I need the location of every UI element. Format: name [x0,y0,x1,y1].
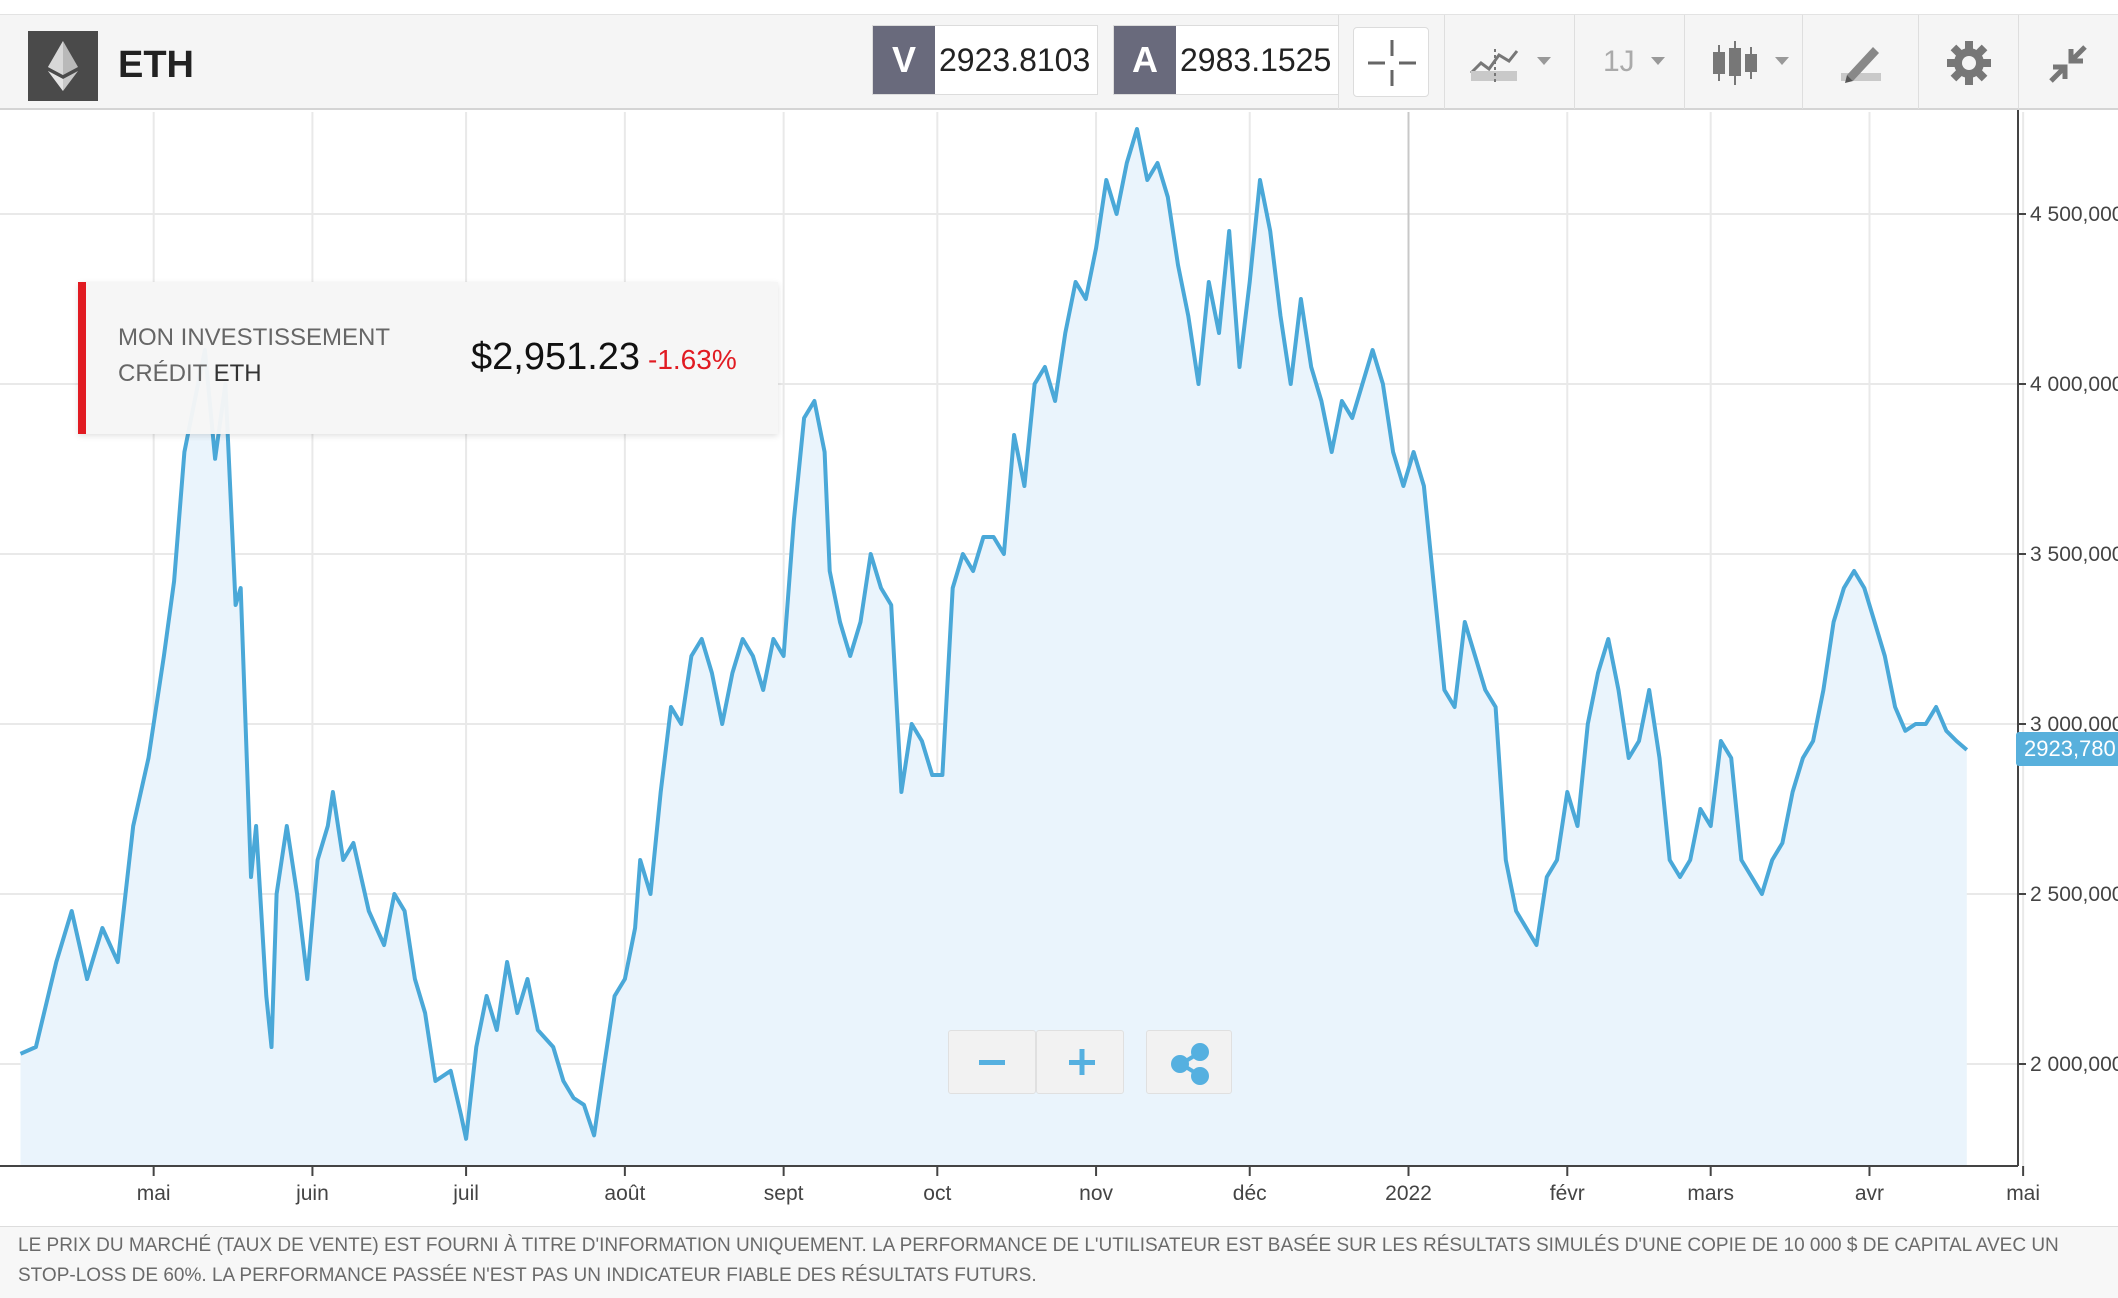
sell-letter: V [873,26,935,94]
y-tick-label: 3 500,000 [2030,543,2118,566]
minus-icon [979,1060,1005,1065]
chevron-down-icon [1775,57,1789,65]
x-tick-label: déc [1233,1182,1267,1205]
x-tick-label: mars [1687,1182,1734,1205]
investment-symbol: ETH [213,360,262,387]
x-tick-label: juin [295,1182,329,1205]
x-tick-label: 2022 [1385,1182,1432,1205]
candlestick-icon [1713,41,1757,85]
line-chart-icon [1469,49,1519,83]
y-tick-label: 2 000,000 [2030,1053,2118,1076]
x-tick-label: août [604,1182,645,1205]
investment-change: -1.63% [648,344,737,375]
y-tick-label: 3 000,000 [2030,713,2118,736]
ethereum-logo-icon [28,31,98,101]
price-line [19,127,1969,1141]
sell-price-button[interactable]: V 2923.8103 [872,25,1098,95]
plus-icon [1069,1049,1095,1075]
chart-axes [0,108,2026,1176]
chevron-down-icon [1651,57,1665,65]
x-tick-label: nov [1079,1182,1113,1205]
x-axis-labels: mai juin juil août sept oct nov déc 2022 févr mars… [137,1182,2040,1205]
x-tick-label: mai [2006,1182,2040,1205]
x-tick-label: avr [1855,1182,1884,1205]
asset-symbol: ETH [118,44,194,86]
collapse-button[interactable] [2018,15,2118,109]
y-tick-label: 4 500,000 [2030,203,2118,226]
crosshair-button[interactable] [1353,27,1429,97]
price-area-fill [20,129,1967,1166]
gear-icon [1947,41,1991,85]
buy-price-button[interactable]: A 2983.1525 [1113,25,1339,95]
crosshair-icon [1368,40,1416,86]
y-tick-label: 4 000,000 [2030,373,2118,396]
x-tick-label: sept [764,1182,804,1205]
investment-type: CRÉDIT ETH [118,360,262,388]
timeframe-label: 1J [1603,45,1635,78]
collapse-icon [2049,45,2087,83]
zoom-in-button[interactable] [1036,1030,1124,1094]
investment-amount: $2,951.23 [471,336,641,378]
x-tick-label: mai [137,1182,171,1205]
x-tick-label: juil [452,1182,479,1205]
y-axis-labels: 2 000,000 2 500,000 3 000,000 3 500,000 4 00… [2030,203,2118,1076]
disclaimer-text: LE PRIX DU MARCHÉ (TAUX DE VENTE) EST FO… [0,1226,2118,1298]
investment-accent-bar [78,282,86,434]
share-icon [1171,1043,1209,1085]
price-chart[interactable]: 2 000,000 2 500,000 3 000,000 3 500,000 4 00… [0,0,2118,1226]
share-button[interactable] [1146,1030,1232,1094]
crosshair-tool [1338,15,1444,109]
draw-tool-button[interactable] [1802,15,1918,109]
chart-toolbar: ETH V 2923.8103 A 2983.1525 1J [0,14,2118,110]
timeframe-dropdown[interactable]: 1J [1574,15,1684,109]
candle-type-dropdown[interactable] [1684,15,1802,109]
x-tick-label: févr [1550,1182,1585,1205]
investment-type-label: CRÉDIT [118,360,207,387]
chevron-down-icon [1537,57,1551,65]
draw-icon [1841,47,1881,83]
buy-letter: A [1114,26,1176,94]
y-tick-label: 2 500,000 [2030,883,2118,906]
settings-button[interactable] [1918,15,2018,109]
chart-type-dropdown[interactable] [1444,15,1574,109]
investment-label: MON INVESTISSEMENT [118,324,391,351]
current-price-badge: 2923,780 [2016,732,2118,766]
x-tick-label: oct [923,1182,951,1205]
sell-price-value: 2923.8103 [939,42,1091,78]
price-area [19,127,1969,1166]
investment-card: MON INVESTISSEMENT CRÉDIT ETH $2,951.23 … [78,282,778,434]
buy-price-value: 2983.1525 [1180,42,1332,78]
zoom-out-button[interactable] [948,1030,1036,1094]
